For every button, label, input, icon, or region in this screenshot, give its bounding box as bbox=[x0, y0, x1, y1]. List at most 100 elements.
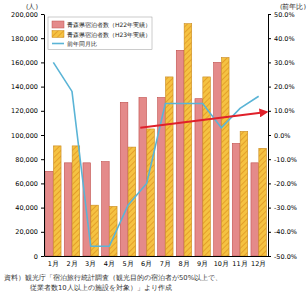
bar-series bbox=[53, 24, 266, 256]
tick: 1月 bbox=[48, 260, 59, 268]
tick: 10月 bbox=[214, 260, 229, 268]
tick: 8月 bbox=[178, 260, 189, 268]
tick-label: 10.0% bbox=[274, 107, 295, 115]
tick-label: -50.0% bbox=[274, 253, 297, 261]
tick-label: 180,000 bbox=[11, 35, 38, 43]
tick-mark bbox=[268, 14, 271, 15]
tick-mark bbox=[41, 183, 44, 184]
bar bbox=[72, 146, 80, 256]
bar bbox=[53, 146, 61, 256]
tick: 11月 bbox=[232, 260, 247, 268]
bar bbox=[102, 162, 110, 256]
tick: 140,000 bbox=[11, 83, 44, 91]
tick-mark bbox=[41, 38, 44, 39]
tick-label: 2月 bbox=[66, 260, 77, 268]
tick-label: 60,000 bbox=[15, 180, 38, 188]
axis-line bbox=[44, 15, 45, 257]
tick-label: 9月 bbox=[197, 260, 208, 268]
line bbox=[53, 62, 258, 246]
legend-swatch bbox=[52, 21, 64, 28]
tick: 9月 bbox=[197, 260, 208, 268]
tick-label: 20,000 bbox=[15, 228, 38, 236]
tick-mark bbox=[268, 111, 271, 112]
tick: 7月 bbox=[160, 260, 171, 268]
tick-label: 140,000 bbox=[11, 83, 38, 91]
marks bbox=[46, 24, 267, 256]
tick-label: 4月 bbox=[104, 260, 115, 268]
tick: 6月 bbox=[141, 260, 152, 268]
tick-label: 7月 bbox=[160, 260, 171, 268]
y2-axis: -50.0% -40.0% -30.0% -20.0% -10.0% 0.0% 10.0% 2… bbox=[268, 11, 297, 261]
bar bbox=[259, 148, 267, 256]
tick-mark bbox=[268, 183, 271, 184]
legend: 青森県宿泊者数（H22年実績）青森県宿泊者数（H23年実績）前年同月比 bbox=[48, 17, 152, 50]
tick-label: 200,000 bbox=[11, 11, 38, 19]
tick-label: 0 bbox=[34, 253, 38, 261]
tick: 20,000 bbox=[15, 228, 44, 236]
tick: 12月 bbox=[251, 260, 266, 268]
tick-mark bbox=[41, 135, 44, 136]
tick-label: 5月 bbox=[122, 260, 133, 268]
bar bbox=[240, 131, 248, 256]
tick: 180,000 bbox=[11, 35, 44, 43]
legend-item: 青森県宿泊者数（H23年実績） bbox=[52, 31, 151, 39]
bar bbox=[46, 171, 54, 256]
bar bbox=[251, 163, 259, 256]
tick: 60,000 bbox=[15, 180, 44, 188]
tick: 10.0% bbox=[268, 107, 295, 115]
tick-mark bbox=[268, 232, 271, 233]
tick-label: 11月 bbox=[232, 260, 247, 268]
tick-label: 0.0% bbox=[274, 132, 291, 140]
tick-mark bbox=[268, 38, 271, 39]
tick-mark bbox=[268, 159, 271, 160]
tick-mark bbox=[41, 111, 44, 112]
bar bbox=[232, 143, 240, 256]
bar bbox=[195, 99, 203, 256]
tick: -30.0% bbox=[268, 204, 297, 212]
legend-swatch bbox=[52, 31, 64, 38]
tick: 40.0% bbox=[268, 35, 295, 43]
x-axis: 1月 2月 3月 4月 5月 6月 7月 8月 9月 10月11月 12月 bbox=[45, 257, 269, 269]
tick-label: 20.0% bbox=[274, 83, 295, 91]
tick-label: 3月 bbox=[85, 260, 96, 268]
tick-label: 120,000 bbox=[11, 107, 38, 115]
trend-arrow bbox=[140, 112, 266, 128]
tick-mark bbox=[41, 208, 44, 209]
bar bbox=[147, 129, 155, 256]
legend-swatch bbox=[52, 43, 64, 45]
bar bbox=[120, 102, 128, 256]
tick: 50.0% bbox=[268, 11, 295, 19]
legend-label: 青森県宿泊者数（H23年実績） bbox=[67, 31, 151, 39]
tick-label: 6月 bbox=[141, 260, 152, 268]
tick-mark bbox=[268, 208, 271, 209]
tick-mark bbox=[41, 232, 44, 233]
legend-item: 前年同月比 bbox=[52, 40, 97, 47]
tick-label: 50.0% bbox=[274, 11, 295, 19]
source-note: 従業者数10人以上の施設を対象）」より作成 bbox=[30, 284, 172, 292]
tick: 120,000 bbox=[11, 107, 44, 115]
tick-label: -30.0% bbox=[274, 204, 297, 212]
bar bbox=[184, 24, 192, 256]
axis-line bbox=[45, 256, 269, 257]
tick: 4月 bbox=[104, 260, 115, 268]
tick-label: 160,000 bbox=[11, 59, 38, 67]
tick-label: -10.0% bbox=[274, 156, 297, 164]
tick-mark bbox=[41, 159, 44, 160]
tick: 160,000 bbox=[11, 59, 44, 67]
tick: 40,000 bbox=[15, 204, 44, 212]
tick-mark bbox=[41, 256, 44, 257]
tick: 30.0% bbox=[268, 59, 295, 67]
tick-label: 40.0% bbox=[274, 35, 295, 43]
bar-series bbox=[46, 50, 259, 256]
tick: 200,000 bbox=[11, 11, 44, 19]
tick-mark bbox=[41, 62, 44, 63]
tick: -20.0% bbox=[268, 180, 297, 188]
tick: -10.0% bbox=[268, 156, 297, 164]
tick-label: 100,000 bbox=[11, 132, 38, 140]
axis-title: (人) bbox=[26, 3, 38, 11]
tick-label: -40.0% bbox=[274, 228, 297, 236]
tick: 2月 bbox=[66, 260, 77, 268]
tick: 0.0% bbox=[268, 132, 291, 140]
legend-box bbox=[48, 17, 152, 50]
tick-label: 40,000 bbox=[15, 204, 38, 212]
